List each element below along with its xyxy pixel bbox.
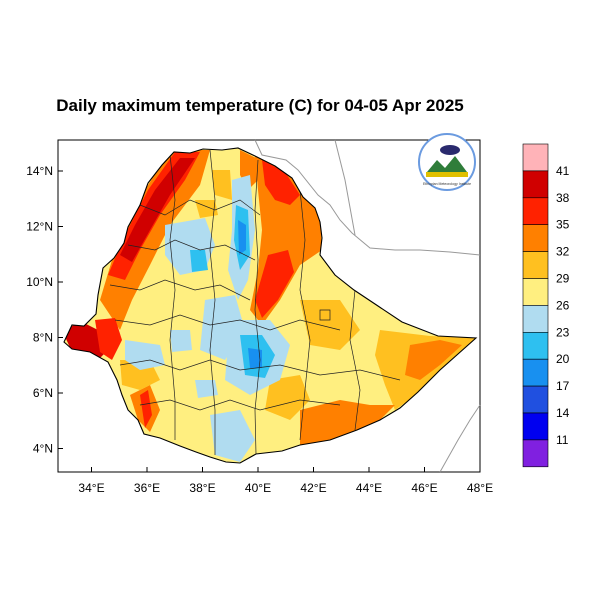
colorbar-swatch bbox=[522, 143, 549, 172]
x-tick-label: 38°E bbox=[189, 481, 215, 495]
y-tick-label: 4°N bbox=[33, 442, 53, 456]
colorbar-swatch bbox=[522, 197, 549, 226]
x-axis: 34°E 36°E 38°E 40°E 42°E 44°E 46°E 48°E bbox=[78, 467, 493, 495]
colorbar-swatch bbox=[522, 412, 549, 441]
colorbar-swatch bbox=[522, 224, 549, 252]
x-tick-label: 46°E bbox=[411, 481, 437, 495]
y-tick-label: 12°N bbox=[26, 220, 53, 234]
colorbar-swatch bbox=[522, 170, 549, 199]
x-tick-label: 48°E bbox=[467, 481, 493, 495]
y-tick-label: 14°N bbox=[26, 164, 53, 178]
x-tick-label: 44°E bbox=[356, 481, 382, 495]
colorbar-swatch bbox=[522, 278, 549, 306]
colorbar-label: 23 bbox=[556, 325, 570, 339]
colorbar-label: 26 bbox=[556, 298, 570, 312]
colorbar-label: 35 bbox=[556, 218, 570, 232]
y-tick-label: 10°N bbox=[26, 275, 53, 289]
coastline bbox=[254, 139, 481, 473]
colorbar-label: 32 bbox=[556, 245, 570, 259]
map-title: Daily maximum temperature (C) for 04-05 … bbox=[56, 96, 464, 115]
x-tick-label: 34°E bbox=[78, 481, 104, 495]
colorbar-label: 17 bbox=[556, 379, 570, 393]
colorbar-label: 29 bbox=[556, 272, 570, 286]
colorbar-swatch bbox=[522, 331, 549, 360]
institute-logo: Ethiopian Meteorology Institute bbox=[418, 133, 476, 191]
y-tick-label: 6°N bbox=[33, 386, 53, 400]
colorbar-label: 14 bbox=[556, 406, 570, 420]
x-tick-label: 36°E bbox=[134, 481, 160, 495]
colorbar-swatch bbox=[522, 251, 549, 279]
y-axis: 14°N 12°N 10°N 8°N 6°N 4°N bbox=[26, 164, 63, 456]
logo-caption: Ethiopian Meteorology Institute bbox=[423, 182, 471, 186]
colorbar-label: 38 bbox=[556, 191, 570, 205]
colorbar-swatch bbox=[522, 358, 549, 387]
x-tick-label: 42°E bbox=[300, 481, 326, 495]
colorbar-label: 11 bbox=[556, 433, 569, 447]
colorbar-swatch bbox=[522, 439, 549, 468]
admin-boundaries bbox=[109, 149, 401, 455]
colorbar: 41 38 35 32 29 26 23 20 17 14 11 bbox=[522, 143, 570, 468]
x-tick-label: 40°E bbox=[245, 481, 271, 495]
colorbar-swatch bbox=[522, 385, 549, 414]
colorbar-swatch bbox=[522, 305, 549, 333]
y-tick-label: 8°N bbox=[33, 331, 53, 345]
colorbar-label: 41 bbox=[556, 164, 570, 178]
colorbar-label: 20 bbox=[556, 352, 570, 366]
